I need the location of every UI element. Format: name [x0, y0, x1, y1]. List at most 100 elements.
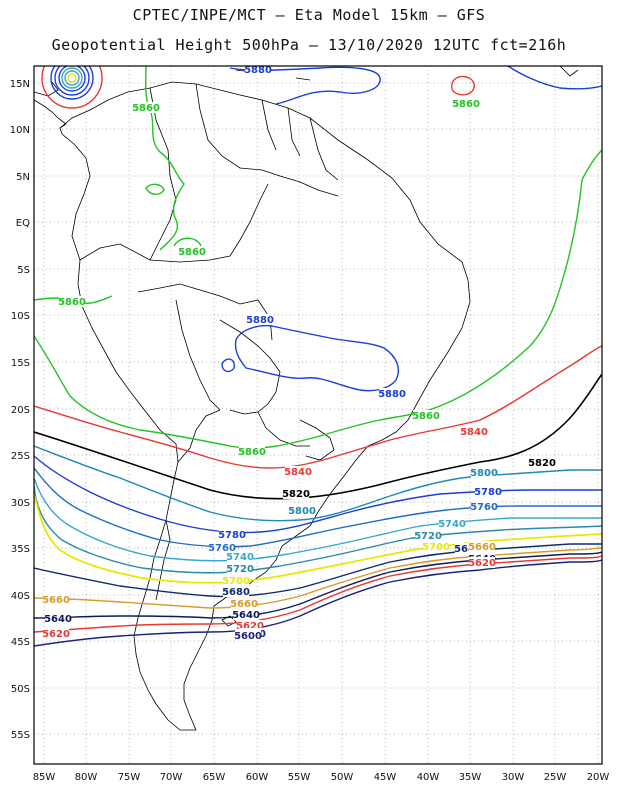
contour-label-bg: [285, 466, 311, 477]
lon-tick-label: 25W: [544, 772, 567, 783]
contour-label: 5640: [232, 610, 260, 621]
lon-tick-label: 30W: [502, 772, 525, 783]
lon-tick-label: 70W: [160, 772, 183, 783]
contour-label: 5600: [234, 631, 262, 642]
lat-tick-label: 40S: [11, 591, 30, 602]
contour-label: 5680: [454, 544, 482, 555]
contour-5840: [34, 345, 602, 469]
contour-label: 5820: [528, 458, 556, 469]
contour-label-bg: [423, 541, 449, 552]
lon-tick-label: 45W: [374, 772, 397, 783]
lon-tick-label: 65W: [203, 772, 226, 783]
contour-5740: [34, 477, 602, 562]
contour-label-bg: [529, 457, 555, 468]
contour-label-bg: [239, 446, 265, 457]
contour-5760: [34, 467, 602, 548]
lon-tick-label: 80W: [75, 772, 98, 783]
contour-5880-blob: [221, 358, 235, 373]
contour-label-bg: [247, 314, 273, 325]
contour-label: 5660: [230, 599, 258, 610]
contour-label-bg: [453, 98, 479, 109]
contour-label: 5740: [438, 519, 466, 530]
nw-low-rings: [41, 66, 103, 109]
contour-label-bg: [179, 246, 205, 257]
contour-label-bg: [289, 505, 315, 516]
lon-tick-label: 75W: [118, 772, 141, 783]
contour-label-bg: [59, 296, 85, 307]
lon-tick-label: 85W: [33, 772, 56, 783]
contour-label: 5860: [452, 99, 480, 110]
contour-label-bg: [227, 551, 253, 562]
contour-label-bg: [475, 486, 501, 497]
lat-tick-label: 15N: [10, 79, 30, 90]
contour-label-bg: [223, 586, 249, 597]
contour-label-bg: [245, 66, 271, 75]
lat-tick-label: EQ: [16, 218, 30, 229]
contour-label-bg: [227, 563, 253, 574]
contour-label-bg: [45, 613, 71, 624]
contour-label-bg: [237, 620, 263, 631]
contour-label-bg: [461, 426, 487, 437]
contour-5880-north: [229, 66, 381, 105]
contour-label: 5620: [42, 629, 70, 640]
chart-title-line2: Geopotential Height 500hPa – 13/10/2020 …: [51, 36, 567, 54]
lon-tick-label: 40W: [417, 772, 440, 783]
contour-5780: [34, 455, 602, 534]
contour-5680: [34, 543, 602, 598]
contour-label: 5800: [288, 506, 316, 517]
contour-5820: [34, 373, 602, 500]
contour-lines: [34, 66, 602, 647]
contour-5880-central: [234, 324, 400, 392]
contour-label: 5880: [244, 65, 272, 76]
contour-label: 5800: [470, 468, 498, 479]
contour-5880-east: [507, 66, 602, 90]
contour-5840-ne: [451, 75, 475, 96]
lat-tick-label: 55S: [11, 730, 30, 741]
contour-label-bg: [413, 410, 439, 421]
contour-labels: 5880 5860 5860 5860 5860 5880 5880 5860 5860 5840…: [42, 65, 556, 642]
contour-label-bg: [455, 543, 481, 554]
lat-tick-label: 30S: [11, 498, 30, 509]
contour-5620: [34, 555, 602, 633]
contour-label: 5820: [282, 489, 310, 500]
contour-label-bg: [235, 630, 261, 641]
contour-label: 5860: [58, 297, 86, 308]
map-frame: [33, 65, 603, 765]
contour-label-bg: [283, 488, 309, 499]
contour-label-bg: [219, 529, 245, 540]
contour-label-bg: [415, 530, 441, 541]
lat-tick-label: 10N: [10, 125, 30, 136]
contour-label-bg: [231, 598, 257, 609]
lat-tick-label: 50S: [11, 684, 30, 695]
contour-label-bg: [233, 609, 259, 620]
contour-label: 5880: [378, 389, 406, 400]
contour-5720: [34, 485, 602, 574]
contour-5700: [34, 493, 602, 584]
contour-label-bg: [133, 102, 159, 113]
contour-label: 5880: [246, 315, 274, 326]
contour-label: 5660: [42, 595, 70, 606]
lat-tick-label: 5S: [17, 265, 30, 276]
contour-5860-blob: [145, 183, 165, 195]
contour-5860-main: [34, 149, 602, 449]
contour-5800: [34, 445, 602, 522]
contour-label: 5760: [470, 502, 498, 513]
chart-title-line1: CPTEC/INPE/MCT – Eta Model 15km – GFS: [132, 6, 486, 24]
contour-label: 5860: [178, 247, 206, 258]
contour-label-bg: [223, 575, 249, 586]
contour-label-bg: [439, 518, 465, 529]
contour-label: 5620: [236, 621, 264, 632]
contour-label: 5700: [422, 542, 450, 553]
contour-label: 5620: [468, 558, 496, 569]
lon-tick-label: 50W: [331, 772, 354, 783]
lat-tick-label: 5N: [16, 172, 30, 183]
contour-label: 5860: [132, 103, 160, 114]
contour-label-bg: [209, 542, 235, 553]
contour-label-bg: [43, 594, 69, 605]
lon-tick-label: 20W: [587, 772, 610, 783]
lon-tick-label: 55W: [288, 772, 311, 783]
map-layers: 5880 5860 5860 5860 5860 5880 5880 5860 5860 5840…: [34, 65, 602, 731]
gridlines: [34, 66, 602, 764]
lat-tick-label: 35S: [11, 544, 30, 555]
contour-label: 5720: [226, 564, 254, 575]
